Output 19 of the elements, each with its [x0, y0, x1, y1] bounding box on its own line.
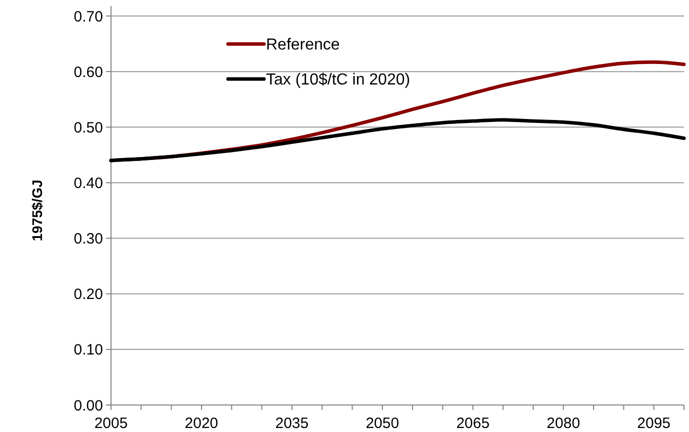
x-tick-label: 2080 — [546, 415, 580, 432]
x-tick-label: 2020 — [184, 415, 218, 432]
y-tick-label: 0.40 — [74, 174, 103, 192]
x-tick-label: 2035 — [275, 415, 309, 432]
y-tick-label: 0.50 — [74, 119, 103, 136]
y-tick-label: 0.70 — [74, 8, 103, 26]
y-tick-label: 0.60 — [74, 64, 103, 81]
y-axis-title: 1975$/GJ — [29, 180, 45, 242]
x-tick-label: 2005 — [94, 415, 128, 432]
legend-label: Reference — [266, 36, 340, 54]
line-series — [109, 118, 686, 162]
y-tick-label: 0.20 — [74, 286, 103, 304]
y-tick-label: 0.30 — [74, 230, 103, 248]
x-tick-label: 2050 — [366, 415, 400, 432]
x-tick-label: 2065 — [456, 415, 490, 432]
y-tick-label: 0.00 — [74, 397, 103, 414]
legend-label: Tax (10$/tC in 2020) — [266, 72, 410, 89]
x-tick-label: 2095 — [637, 415, 671, 432]
y-tick-label: 0.10 — [74, 342, 103, 359]
